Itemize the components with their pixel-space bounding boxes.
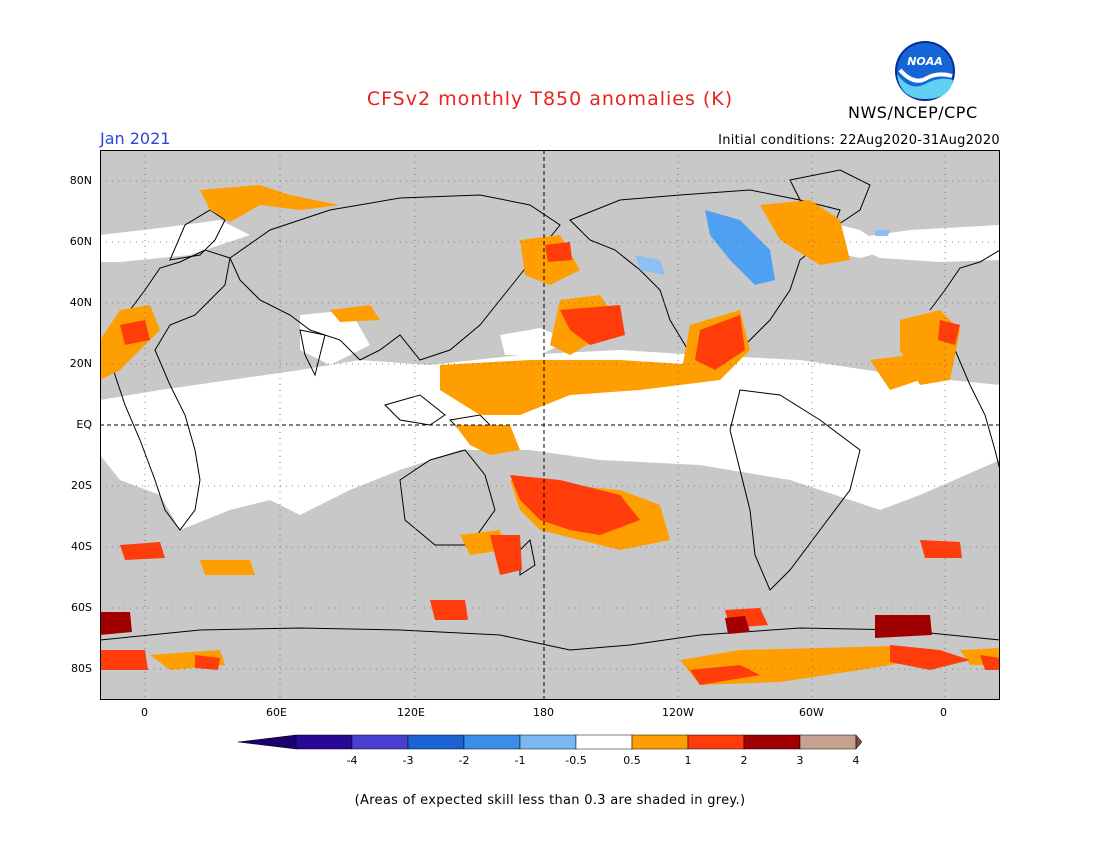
anomaly-1-2 — [100, 242, 1000, 685]
colorbar-label: -4 — [347, 754, 358, 767]
colorbar-label: -2 — [459, 754, 470, 767]
negative-anomalies — [635, 210, 890, 285]
anomaly-map — [100, 150, 1000, 700]
colorbar-label: 4 — [853, 754, 860, 767]
colorbar-cell — [631, 734, 689, 750]
colorbar-cell — [743, 734, 801, 750]
grid-lines — [100, 150, 1000, 700]
colorbar-label: 1 — [685, 754, 692, 767]
lat-label: 80S — [71, 662, 92, 675]
lat-label: 60S — [71, 601, 92, 614]
colorbar-cell — [799, 734, 857, 750]
colorbar-label: -0.5 — [565, 754, 586, 767]
colorbar-label: -3 — [403, 754, 414, 767]
colorbar-cell — [575, 734, 633, 750]
lat-label: 60N — [69, 235, 92, 248]
colorbar-cells — [238, 734, 862, 750]
skill-footnote: (Areas of expected skill less than 0.3 a… — [354, 793, 746, 808]
initial-conditions: Initial conditions: 22Aug2020-31Aug2020 — [718, 133, 1000, 148]
lat-label: 80N — [69, 174, 92, 187]
colorbar-cell — [295, 734, 353, 750]
colorbar-end-low — [238, 734, 297, 750]
colorbar-label: 0.5 — [623, 754, 641, 767]
lon-label: 60W — [799, 706, 824, 719]
colorbar-label: -1 — [515, 754, 526, 767]
forecast-month: Jan 2021 — [100, 129, 171, 148]
lat-label: EQ — [76, 418, 92, 431]
colorbar-end-high — [855, 734, 862, 750]
organization-label: NWS/NCEP/CPC — [848, 103, 978, 122]
noaa-logo: NOAA — [895, 41, 955, 101]
lat-label: 20N — [69, 357, 92, 370]
colorbar-label: 2 — [741, 754, 748, 767]
colorbar-labels: -4 -3 -2 -1 -0.5 0.5 1 2 3 4 — [347, 754, 860, 767]
colorbar-label: 3 — [797, 754, 804, 767]
colorbar: -4 -3 -2 -1 -0.5 0.5 1 2 3 4 — [238, 734, 862, 767]
colorbar-cell — [407, 734, 465, 750]
colorbar-cell — [463, 734, 521, 750]
colorbar-cell — [351, 734, 409, 750]
lon-label: 0 — [141, 706, 148, 719]
lat-label: 40N — [69, 296, 92, 309]
lat-label: 20S — [71, 479, 92, 492]
lon-label: 120E — [397, 706, 425, 719]
anomaly-2-3 — [100, 612, 932, 638]
neutral-regions — [100, 220, 1000, 530]
chart-title: CFSv2 monthly T850 anomalies (K) — [366, 88, 734, 110]
lon-label: 60E — [266, 706, 287, 719]
lon-label: 0 — [940, 706, 947, 719]
lat-label: 40S — [71, 540, 92, 553]
lon-label: 180 — [533, 706, 554, 719]
colorbar-cell — [687, 734, 745, 750]
lon-label: 120W — [662, 706, 694, 719]
colorbar-cell — [519, 734, 577, 750]
logo-text: NOAA — [907, 55, 943, 68]
